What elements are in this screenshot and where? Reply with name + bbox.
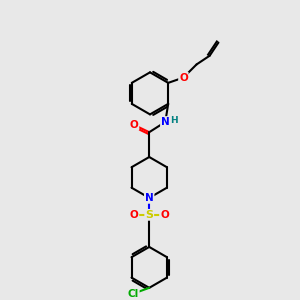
Text: O: O xyxy=(160,210,169,220)
Text: O: O xyxy=(130,120,138,130)
Text: N: N xyxy=(145,193,154,203)
Text: O: O xyxy=(130,210,138,220)
Text: Cl: Cl xyxy=(128,289,139,299)
Text: S: S xyxy=(145,210,153,220)
Text: N: N xyxy=(161,117,170,127)
Text: O: O xyxy=(179,73,188,82)
Text: H: H xyxy=(170,116,177,125)
